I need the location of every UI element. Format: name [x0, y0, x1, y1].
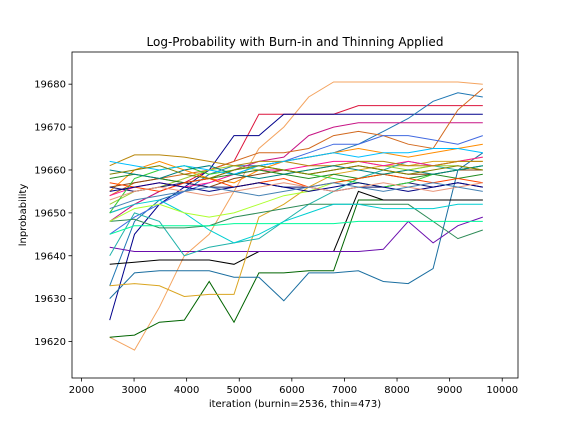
- series-layer: [109, 81, 484, 351]
- y-axis-ticks: 19620 19630 19640 19650 19660 19670 19680: [34, 80, 72, 348]
- x-tick-label: 6000: [279, 385, 304, 396]
- y-tick-label: 19620: [34, 337, 66, 348]
- series-line-1: [109, 81, 483, 351]
- series-line-9: [109, 152, 484, 302]
- series-line-15: [109, 199, 483, 244]
- x-axis-ticks: 2000 3000 4000 5000 6000 7000 8000 9000 10000: [69, 378, 518, 396]
- y-tick-label: 19640: [34, 251, 66, 262]
- chart-title: Log-Probability with Burn-in and Thinnin…: [147, 35, 444, 49]
- y-tick-label: 19680: [34, 80, 66, 91]
- x-tick-label: 5000: [227, 385, 252, 396]
- x-tick-label: 3000: [121, 385, 146, 396]
- series-line-31: [109, 182, 483, 201]
- series-line-11: [109, 216, 483, 252]
- series-line-6: [109, 88, 484, 197]
- y-axis-label: lnprobability: [18, 184, 29, 247]
- y-tick-label: 19670: [34, 123, 66, 134]
- series-line-22: [109, 169, 483, 184]
- series-line-14: [109, 203, 483, 240]
- x-tick-label: 7000: [332, 385, 357, 396]
- series-line-17: [109, 220, 483, 235]
- x-tick-label: 10000: [486, 385, 518, 396]
- x-axis-label: iteration (burnin=2536, thin=473): [209, 399, 381, 410]
- plot-frame: [71, 51, 519, 379]
- series-line-26: [109, 148, 483, 175]
- y-tick-label: 19630: [34, 294, 66, 305]
- y-tick-label: 19650: [34, 208, 66, 219]
- series-line-29: [109, 165, 483, 180]
- series-line-32: [109, 182, 483, 210]
- series-line-7: [109, 135, 483, 235]
- series-line-24: [109, 154, 483, 167]
- x-tick-label: 9000: [437, 385, 462, 396]
- x-tick-label: 4000: [174, 385, 199, 396]
- y-tick-label: 19660: [34, 165, 66, 176]
- series-line-27: [109, 173, 483, 192]
- x-tick-label: 8000: [384, 385, 409, 396]
- x-tick-label: 2000: [69, 385, 94, 396]
